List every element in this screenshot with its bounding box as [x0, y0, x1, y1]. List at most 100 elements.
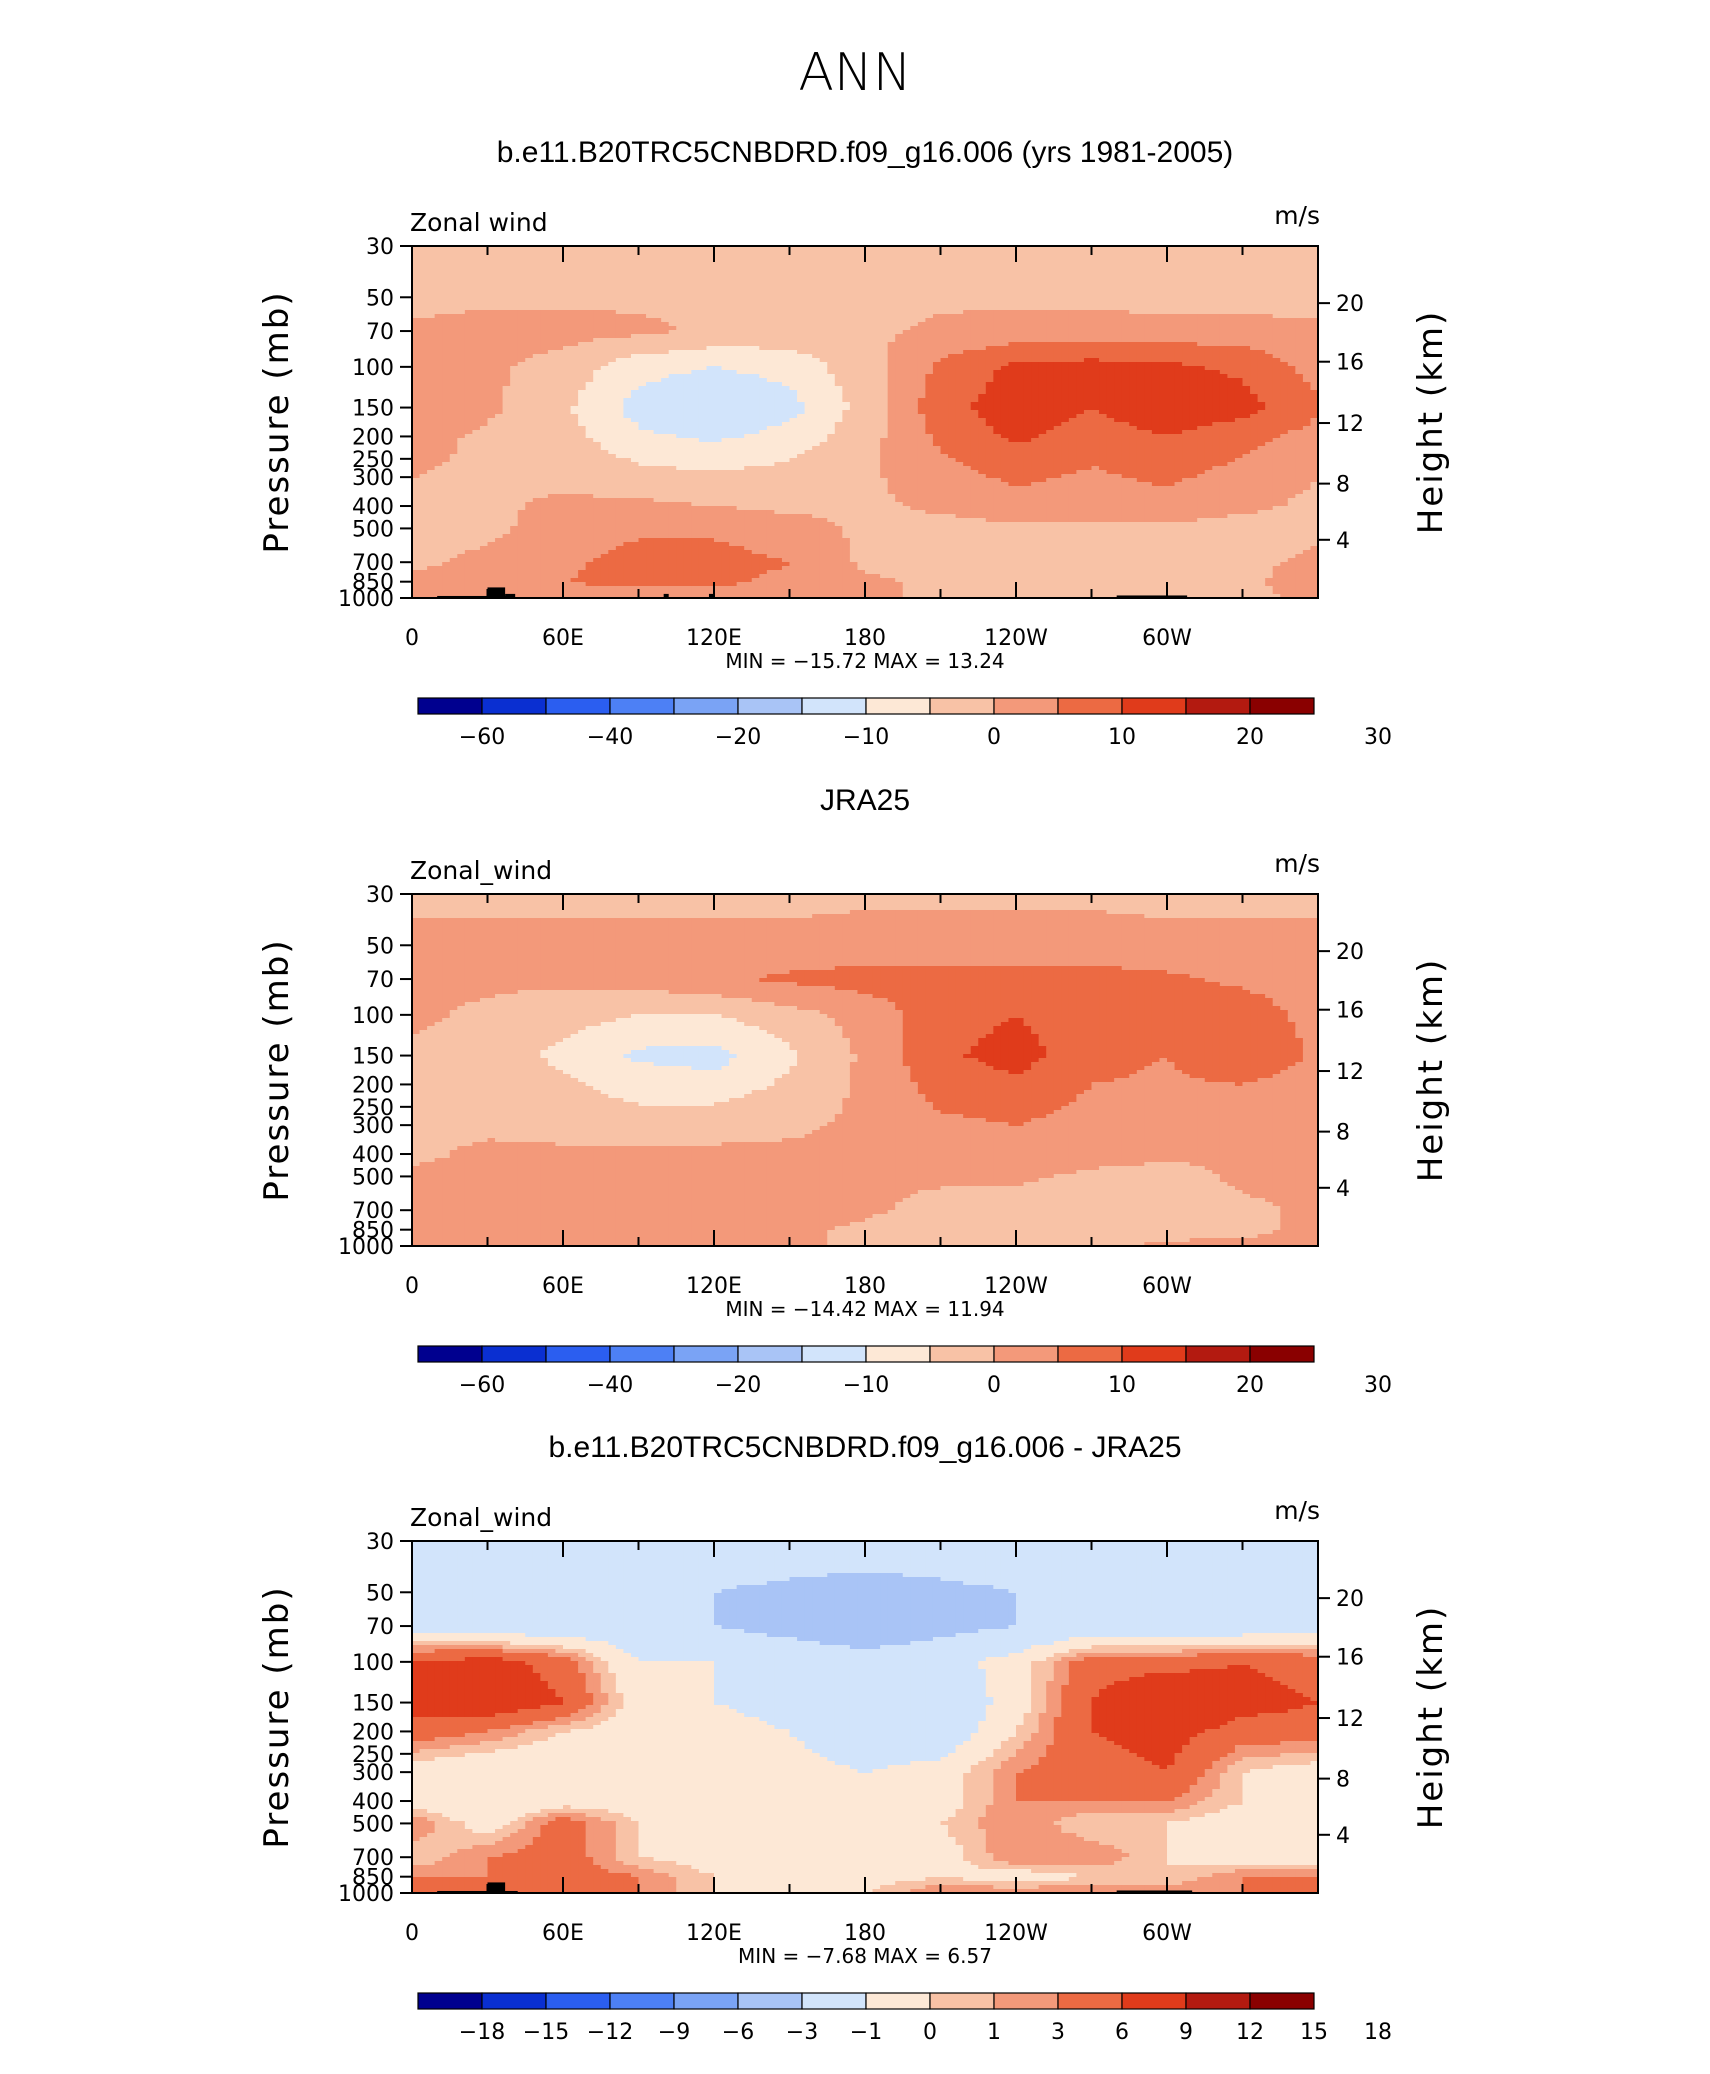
field-cell: [714, 246, 723, 251]
field-cell: [1144, 326, 1153, 331]
field-cell: [517, 278, 526, 283]
field-cell: [487, 314, 496, 319]
field-cell: [932, 266, 942, 271]
field-cell: [729, 318, 738, 323]
field-cell: [895, 274, 904, 279]
field-cell: [781, 350, 791, 355]
field-cell: [1061, 314, 1070, 319]
field-cell: [502, 378, 511, 383]
field-cell: [1076, 330, 1085, 335]
field-cell: [834, 258, 843, 263]
field-cell: [1121, 326, 1130, 331]
field-cell: [1031, 302, 1040, 307]
field-cell: [1091, 386, 1100, 391]
field-cell: [1008, 254, 1017, 259]
field-cell: [729, 266, 738, 271]
field-cell: [1250, 286, 1259, 291]
field-cell: [1106, 330, 1115, 335]
field-cell: [585, 326, 594, 331]
field-cell: [1242, 298, 1251, 303]
field-cell: [1121, 330, 1130, 335]
field-cell: [427, 382, 436, 387]
field-cell: [970, 254, 979, 259]
field-cell: [1076, 298, 1085, 303]
field-cell: [744, 338, 753, 343]
field-cell: [547, 394, 557, 399]
field-cell: [419, 394, 428, 399]
field-cell: [1257, 354, 1266, 359]
field-cell: [781, 278, 791, 283]
field-cell: [593, 406, 602, 411]
field-cell: [1031, 350, 1040, 355]
field-cell: [721, 334, 730, 339]
field-cell: [1174, 286, 1183, 291]
field-cell: [1151, 378, 1161, 383]
field-cell: [1204, 334, 1213, 339]
field-cell: [910, 410, 919, 415]
field-cell: [789, 318, 798, 323]
field-cell: [1038, 274, 1047, 279]
field-cell: [593, 394, 602, 399]
field-cell: [668, 326, 677, 331]
field-cell: [1189, 362, 1198, 367]
field-cell: [1083, 298, 1093, 303]
field-cell: [751, 342, 760, 347]
field-cell: [774, 410, 783, 415]
field-cell: [412, 330, 421, 335]
field-cell: [1046, 358, 1055, 363]
field-cell: [419, 266, 428, 271]
field-cell: [1242, 342, 1251, 347]
field-cell: [948, 250, 957, 255]
field-cell: [570, 282, 579, 287]
field-cell: [427, 346, 436, 351]
field-cell: [1038, 358, 1047, 363]
field-cell: [427, 350, 436, 355]
field-cell: [895, 266, 904, 271]
field-cell: [464, 286, 473, 291]
field-cell: [978, 266, 987, 271]
field-cell: [1227, 274, 1236, 279]
field-cell: [593, 274, 602, 279]
field-cell: [759, 338, 768, 343]
field-cell: [683, 342, 692, 347]
field-cell: [1280, 322, 1289, 327]
field-cell: [525, 266, 534, 271]
field-cell: [1151, 394, 1161, 399]
field-cell: [1272, 302, 1281, 307]
field-cell: [517, 282, 526, 287]
field-cell: [653, 246, 662, 251]
field-cell: [955, 306, 964, 311]
field-cell: [540, 378, 549, 383]
field-cell: [1219, 306, 1228, 311]
field-cell: [842, 298, 851, 303]
field-cell: [1265, 278, 1274, 283]
field-cell: [880, 366, 889, 371]
field-cell: [419, 346, 428, 351]
field-cell: [766, 338, 775, 343]
field-cell: [1008, 270, 1017, 275]
field-cell: [1099, 278, 1108, 283]
field-cell: [895, 270, 904, 275]
field-cell: [781, 298, 791, 303]
field-cell: [1151, 290, 1161, 295]
field-cell: [683, 310, 692, 315]
field-cell: [744, 366, 753, 371]
field-cell: [517, 402, 526, 407]
field-cell: [449, 298, 458, 303]
field-cell: [1167, 402, 1176, 407]
field-cell: [623, 370, 632, 375]
field-cell: [970, 290, 979, 295]
field-cell: [442, 326, 451, 331]
field-cell: [774, 370, 783, 375]
field-cell: [668, 358, 677, 363]
field-cell: [555, 302, 564, 307]
field-cell: [834, 294, 843, 299]
field-cell: [834, 346, 843, 351]
field-cell: [766, 350, 775, 355]
field-cell: [1227, 254, 1236, 259]
field-cell: [1144, 254, 1153, 259]
field-cell: [1265, 374, 1274, 379]
field-cell: [600, 298, 609, 303]
field-cell: [578, 350, 587, 355]
field-cell: [1182, 358, 1191, 363]
